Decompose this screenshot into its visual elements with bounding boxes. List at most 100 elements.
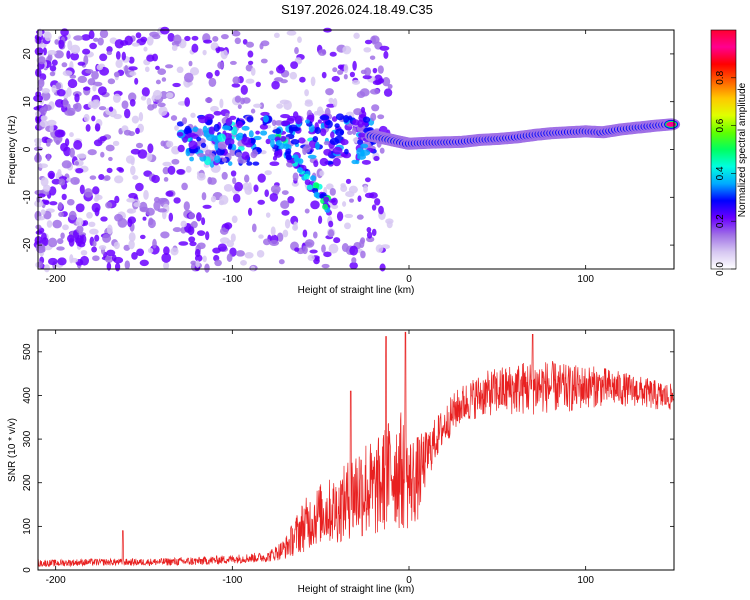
spectrogram-blob xyxy=(226,240,235,248)
spectrogram-blob xyxy=(165,190,174,197)
spectrogram-blob xyxy=(57,202,63,210)
spectrogram-blob xyxy=(260,111,270,117)
spectrogram-blob xyxy=(98,106,107,111)
spectrogram-blob xyxy=(307,154,317,159)
spectrogram-blob xyxy=(287,196,295,204)
spectrogram-blob xyxy=(349,198,354,203)
spectrogram-blob xyxy=(76,153,87,159)
spectrogram-blob xyxy=(332,67,338,73)
spectrogram-blob xyxy=(353,32,360,39)
spectrogram-blob xyxy=(332,98,338,108)
spectrogram-blob xyxy=(177,144,185,153)
spectrogram-blob xyxy=(75,203,85,213)
spectrogram-blob xyxy=(242,182,251,191)
spectrogram-blob xyxy=(77,241,86,248)
spectrogram-blob xyxy=(314,256,320,262)
spectrogram-blob xyxy=(270,138,275,148)
spectrogram-blob xyxy=(259,102,265,110)
spectrogram-blob xyxy=(60,232,65,239)
spectrogram-blob xyxy=(40,177,49,187)
spectrogram-blob xyxy=(135,142,144,149)
spectrogram-blob xyxy=(222,125,231,131)
colorbar-tick-label: 0.6 xyxy=(715,118,726,132)
spectrogram-blob xyxy=(132,175,139,180)
spectrogram-blob xyxy=(157,208,168,213)
spectrogram-blob xyxy=(89,42,97,50)
spectrogram-blob xyxy=(112,140,120,147)
spectrogram-blob xyxy=(332,146,343,155)
spectrogram-blob xyxy=(183,201,190,211)
colorbar-ticks: 0.0 0.2 0.4 0.6 0.8 xyxy=(715,70,736,276)
figure-title: S197.2026.024.18.49.C35 xyxy=(281,2,433,17)
spectrogram-blob xyxy=(172,82,181,88)
colorbar-tick-label: 0.8 xyxy=(715,70,726,84)
spectrogram-blob xyxy=(304,239,315,248)
spectrogram-y-ticks: -20 -10 0 10 20 xyxy=(22,48,674,252)
spectrogram-blob xyxy=(343,73,348,80)
spectrogram-blob xyxy=(123,129,132,136)
spectrogram-blob xyxy=(255,81,261,88)
spectrogram-blob xyxy=(321,244,326,253)
spectrogram-blob xyxy=(46,138,53,144)
spectrogram-blob xyxy=(302,146,308,155)
spectrogram-ridge xyxy=(364,118,681,150)
spectrogram-blob xyxy=(204,263,210,273)
spectrogram-blob xyxy=(91,202,101,213)
spectrogram-blob xyxy=(323,196,330,203)
spectrogram-blob xyxy=(187,132,197,138)
spectrogram-blob xyxy=(104,255,114,264)
spectrogram-blobs xyxy=(33,26,394,273)
spectrogram-blob xyxy=(342,201,347,207)
spectrogram-blob xyxy=(313,160,319,168)
spectrogram-blob xyxy=(184,97,191,107)
spectrogram-blob xyxy=(371,104,380,112)
spectrogram-blob xyxy=(92,84,97,92)
spectrogram-blob xyxy=(341,243,349,252)
spectrogram-blob xyxy=(51,178,61,185)
spectrogram-blob xyxy=(155,79,161,85)
spectrogram-blob xyxy=(289,71,298,80)
spectrogram-blob xyxy=(123,244,131,251)
spectrogram-blob xyxy=(70,52,80,61)
spectrogram-blob xyxy=(265,212,271,218)
spectrogram-blob xyxy=(105,201,113,209)
spectrogram-blob xyxy=(353,108,363,116)
spectrogram-blob xyxy=(99,135,107,142)
spectrogram-blob xyxy=(224,137,235,146)
spectrogram-blob xyxy=(306,184,313,191)
spectrogram-blob xyxy=(375,244,384,253)
spectrogram-blob xyxy=(228,143,233,149)
spectrogram-blob xyxy=(168,212,174,222)
spectrogram-blob xyxy=(83,113,90,122)
spectrogram-blob xyxy=(232,193,241,203)
spectrogram-blob xyxy=(62,70,73,77)
spectrogram-blob xyxy=(253,103,262,108)
spectrogram-blob xyxy=(343,63,349,74)
spectrogram-blob xyxy=(70,44,81,54)
spectrogram-blob xyxy=(181,117,188,125)
spectrogram-blob xyxy=(163,246,170,255)
spectrogram-blob xyxy=(259,42,264,50)
spectrogram-blob xyxy=(189,156,194,162)
spectrogram-blob xyxy=(135,32,142,39)
spectrogram-blob xyxy=(287,115,297,121)
spectrogram-blob xyxy=(76,225,84,234)
spectrogram-blob xyxy=(172,227,182,233)
spectrogram-blob xyxy=(331,116,338,122)
spectrogram-blob xyxy=(152,238,157,249)
spectrogram-blob xyxy=(151,174,160,184)
spectrogram-blob xyxy=(57,257,67,266)
spectrogram-blob xyxy=(72,103,79,110)
spectrogram-blob xyxy=(357,119,365,128)
spectrogram-blob xyxy=(189,241,197,247)
spectrogram-blob xyxy=(364,39,373,45)
spectrogram-blob xyxy=(369,192,378,199)
spectrogram-blob xyxy=(379,147,385,154)
spectrogram-blob xyxy=(335,113,345,121)
spectrogram-blob xyxy=(188,60,193,67)
y-tick-label: 0 xyxy=(22,567,33,573)
spectrogram-blob xyxy=(304,179,311,186)
spectrogram-blob xyxy=(41,237,49,247)
spectrogram-blob xyxy=(181,182,188,191)
spectrogram-blob xyxy=(226,253,233,262)
